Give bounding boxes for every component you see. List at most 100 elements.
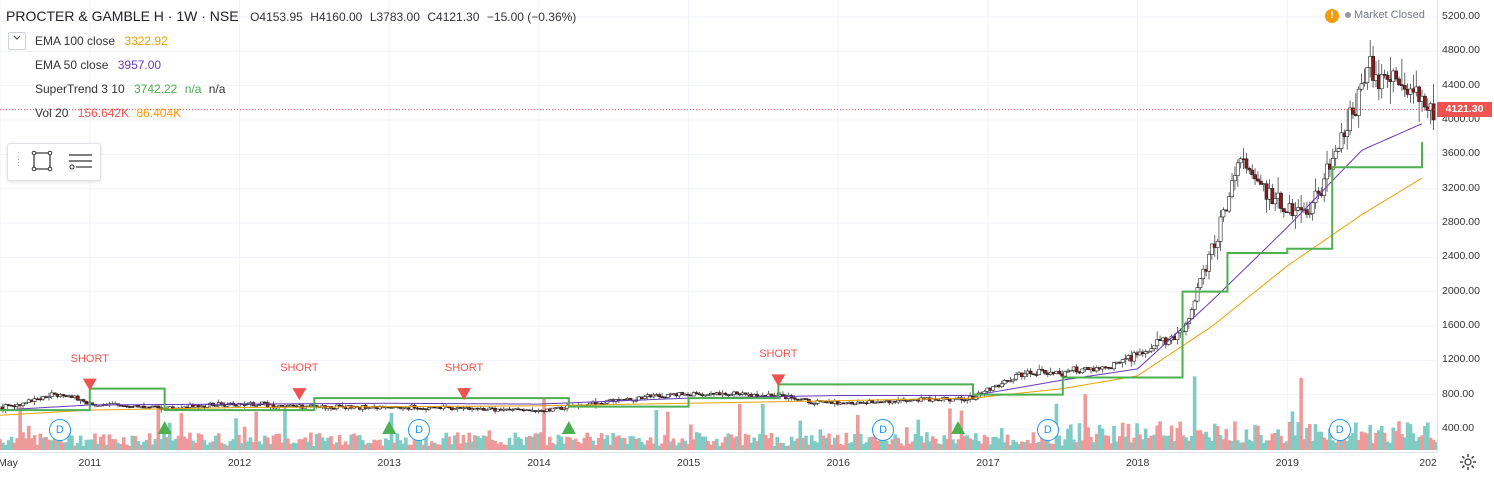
candle-body xyxy=(1250,169,1255,176)
volume-bar xyxy=(205,444,210,450)
drawing-toolbox[interactable]: ⋮ ⋮ xyxy=(7,143,101,181)
volume-bar xyxy=(887,444,892,450)
volume-bar xyxy=(1259,434,1263,450)
collapse-legend-button[interactable] xyxy=(8,32,26,50)
volume-bar xyxy=(1402,437,1407,450)
volume-bar xyxy=(237,434,241,450)
candle-body xyxy=(657,394,662,397)
dividend-marker[interactable]: D xyxy=(872,419,895,441)
volume-bar xyxy=(84,439,89,450)
dividend-marker[interactable]: D xyxy=(408,419,431,441)
volume-bar xyxy=(582,437,587,450)
volume-bar xyxy=(766,438,771,450)
volume-bar xyxy=(951,439,955,450)
dividend-marker[interactable]: D xyxy=(48,419,71,441)
volume-bar xyxy=(185,438,189,450)
indicator-ema100[interactable]: EMA 100 close 3322.92 xyxy=(35,34,168,48)
open-value: O4153.95 xyxy=(250,10,303,24)
candle-body xyxy=(1316,190,1321,194)
volume-bar xyxy=(121,437,126,450)
volume-bar xyxy=(1037,441,1041,450)
volume-bar xyxy=(124,444,129,450)
volume-bar xyxy=(47,439,51,450)
volume-bar xyxy=(29,438,34,450)
volume-bar xyxy=(1218,435,1223,450)
market-status[interactable]: Market Closed xyxy=(1345,9,1425,21)
volume-bar xyxy=(383,438,388,450)
candle-body xyxy=(1244,158,1249,169)
volume-bar xyxy=(467,432,472,450)
rectangle-tool-button[interactable] xyxy=(28,149,56,175)
long-signal-marker xyxy=(561,421,576,434)
price-tick-label: 2800.00 xyxy=(1442,216,1480,228)
volume-bar xyxy=(614,436,618,450)
volume-bar xyxy=(740,445,745,450)
dividend-marker[interactable]: D xyxy=(1036,419,1059,441)
dividend-marker[interactable]: D xyxy=(1328,419,1351,441)
volume-bar xyxy=(1221,439,1226,450)
volume-bar xyxy=(139,444,143,450)
volume-bar xyxy=(1385,441,1390,450)
indicator-volume[interactable]: Vol 20 156.642K 86.404K xyxy=(35,106,181,120)
volume-bar xyxy=(427,445,431,450)
candle-body xyxy=(1394,70,1399,80)
indicator-value: 3957.00 xyxy=(117,58,162,72)
volume-bar xyxy=(1028,443,1033,450)
volume-bar xyxy=(286,438,290,450)
volume-bar xyxy=(513,432,518,450)
volume-bar xyxy=(173,438,178,450)
volume-bar xyxy=(1411,433,1416,450)
volume-bar xyxy=(853,433,857,450)
time-axis[interactable] xyxy=(0,452,1437,475)
candle-body xyxy=(1008,380,1013,383)
volume-bar xyxy=(602,438,607,450)
volume-bar xyxy=(1296,422,1301,450)
volume-bar xyxy=(182,436,187,450)
volume-bar xyxy=(314,434,319,450)
candle-body xyxy=(1325,163,1329,180)
volume-bar xyxy=(1117,436,1122,450)
warning-icon[interactable]: ! xyxy=(1325,9,1339,23)
market-status-text: Market Closed xyxy=(1354,9,1425,21)
volume-bar xyxy=(450,444,454,450)
volume-bar xyxy=(1020,441,1024,450)
candle-body xyxy=(1215,241,1220,248)
volume-bar xyxy=(78,435,83,450)
volume-bar xyxy=(332,444,336,450)
volume-bar xyxy=(1276,429,1280,450)
drag-handle-icon[interactable]: ⋮ ⋮ xyxy=(14,151,23,167)
candle-body xyxy=(52,392,57,395)
candle-body xyxy=(1022,373,1027,377)
volume-bar xyxy=(971,439,975,450)
volume-bar xyxy=(360,439,365,450)
volume-bar xyxy=(643,444,647,450)
volume-bar xyxy=(608,444,613,450)
price-chart[interactable] xyxy=(0,0,1437,452)
candle-body xyxy=(1120,359,1125,363)
volume-bar xyxy=(1322,437,1326,450)
volume-bar xyxy=(579,443,584,450)
ema100-line xyxy=(0,177,1423,416)
volume-bar xyxy=(922,442,926,450)
price-axis[interactable] xyxy=(1437,0,1494,452)
menu-tool-button[interactable] xyxy=(66,149,94,175)
indicator-ema50[interactable]: EMA 50 close 3957.00 xyxy=(35,58,161,72)
symbol-row[interactable]: PROCTER & GAMBLE H · 1W · NSE O4153.95 H… xyxy=(6,8,576,24)
candle-body xyxy=(870,400,875,403)
volume-bar xyxy=(965,435,970,450)
volume-bar xyxy=(1362,432,1367,450)
indicator-supertrend[interactable]: SuperTrend 3 10 3742.22 n/a n/a xyxy=(35,82,225,96)
chart-settings-button[interactable] xyxy=(1458,452,1478,472)
volume-bar xyxy=(619,437,624,450)
volume-bar xyxy=(916,419,921,450)
volume-bar xyxy=(254,411,258,450)
volume-bar xyxy=(689,424,693,450)
low-value: L3783.00 xyxy=(369,10,420,24)
volume-bar xyxy=(1382,432,1387,450)
candle-body xyxy=(1152,345,1157,349)
volume-bar xyxy=(1282,442,1286,450)
volume-bar xyxy=(101,434,106,450)
volume-bar xyxy=(1175,427,1180,450)
symbol-title[interactable]: PROCTER & GAMBLE H · 1W · NSE xyxy=(6,8,239,24)
